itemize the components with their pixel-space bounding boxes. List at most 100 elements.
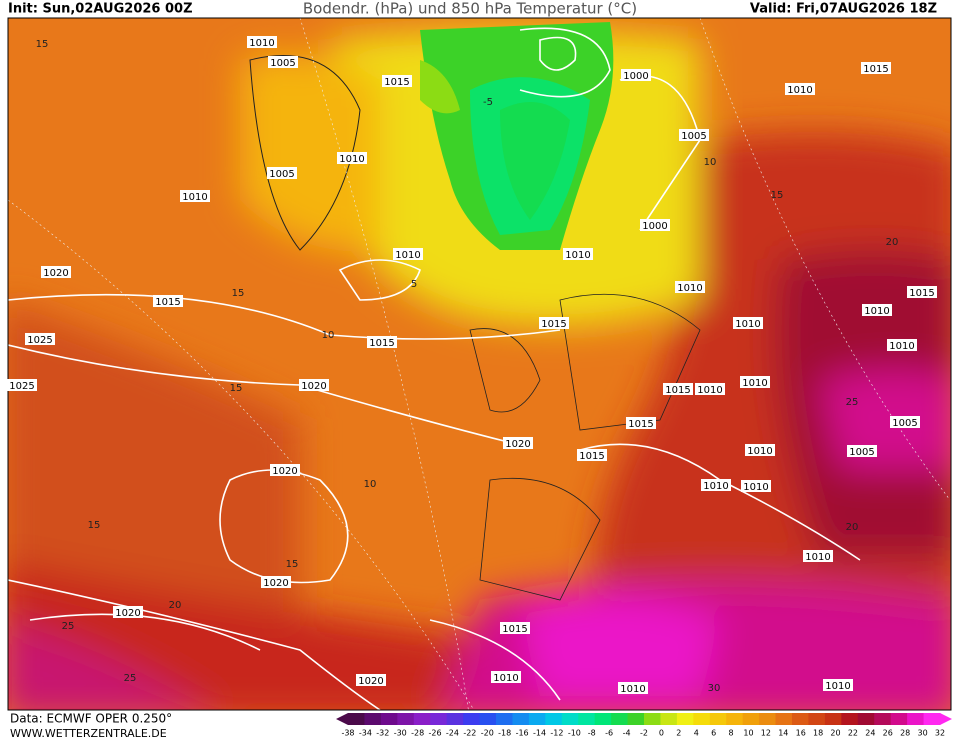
colorbar-label: -6 [605, 729, 613, 738]
isobar-label: 1015 [541, 319, 566, 330]
isobar-label-box [862, 304, 892, 316]
data-source: Data: ECMWF OPER 0.250° [10, 712, 172, 726]
colorbar-swatch [512, 713, 530, 725]
isobar-label-box [675, 281, 705, 293]
isobar-label: 1015 [628, 419, 653, 430]
isobar-label: 1010 [697, 385, 722, 396]
isobar-label: 1015 [502, 624, 527, 635]
temperature-label: 15 [232, 288, 245, 299]
temperature-label: 10 [364, 479, 377, 490]
colorbar-label: 20 [830, 729, 840, 738]
temperature-label: 15 [88, 520, 101, 531]
isobar-label: 1020 [115, 608, 140, 619]
colorbar-label: -4 [623, 729, 631, 738]
isobar-label: 1010 [249, 38, 274, 49]
temperature-label: 10 [322, 330, 335, 341]
isobar-label: 1010 [787, 85, 812, 96]
temperature-label: -5 [483, 97, 493, 108]
isobar-label-box [626, 417, 656, 429]
isobar-label-box [7, 379, 37, 391]
isobar-label: 1010 [182, 192, 207, 203]
isobar-label-box [299, 379, 329, 391]
colorbar-swatch [808, 713, 826, 725]
colorbar-label: 32 [935, 729, 945, 738]
colorbar-label: 10 [743, 729, 753, 738]
isobar-label-box [785, 83, 815, 95]
colorbar-swatch [742, 713, 760, 725]
isobar-label-box [663, 383, 693, 395]
init-time: Init: Sun,02AUG2026 00Z [8, 2, 193, 17]
isobar-label-box [907, 286, 937, 298]
isobar-label: 1015 [863, 64, 888, 75]
isobar-label: 1025 [27, 335, 52, 346]
isobar-label: 1010 [805, 552, 830, 563]
isobar-label: 1015 [369, 338, 394, 349]
isobar-label: 1020 [272, 466, 297, 477]
isobar-label-box [679, 129, 709, 141]
temperature-label: 20 [169, 600, 182, 611]
colorbar-label: -22 [463, 729, 476, 738]
temperature-label: 5 [411, 279, 417, 290]
colorbar-swatch [644, 713, 661, 725]
isobar-label-box [268, 56, 298, 68]
colorbar-label: -10 [568, 729, 581, 738]
colorbar-label: -34 [359, 729, 372, 738]
colorbar-label: -16 [516, 729, 529, 738]
isobar-label: 1010 [889, 341, 914, 352]
isobar-label-box [847, 445, 877, 457]
isobar-label: 1005 [849, 447, 874, 458]
isobar-label: 1005 [269, 169, 294, 180]
colorbar-swatch [397, 713, 415, 725]
isobar-label: 1015 [579, 451, 604, 462]
isobar-label-box [803, 550, 833, 562]
colorbar-swatch [479, 713, 497, 725]
isobar-label: 1000 [642, 221, 667, 232]
map-frame [7, 17, 952, 711]
isobar-label: 1020 [43, 268, 68, 279]
isobar-label-box [113, 606, 143, 618]
colorbar-swatch [759, 713, 777, 725]
temperature-label: 25 [124, 673, 137, 684]
isobar-label-box [180, 190, 210, 202]
colorbar-label: -26 [429, 729, 442, 738]
isobar-label: 1020 [263, 578, 288, 589]
isobar-label-box [823, 679, 853, 691]
temperature-label: 10 [704, 157, 717, 168]
isobar-label-box [887, 339, 917, 351]
colorbar-swatch [380, 713, 398, 725]
colorbar-label: 4 [694, 729, 699, 738]
isobar-label: 1010 [825, 681, 850, 692]
isobar-label-box [367, 336, 397, 348]
isobar-label-box [503, 437, 533, 449]
map-title: Bodendr. (hPa) und 850 hPa Temperatur (°… [303, 0, 637, 18]
isobar-label: 1020 [505, 439, 530, 450]
isobar-label-box [500, 622, 530, 634]
colorbar-label: 2 [676, 729, 681, 738]
temperature-label: 15 [36, 39, 49, 50]
isobar-label-box [539, 317, 569, 329]
colorbar-swatch [611, 713, 629, 725]
colorbar-swatch [709, 713, 727, 725]
isobar-label: 1010 [703, 481, 728, 492]
isobar-label-box [261, 576, 291, 588]
isobar-label: 1010 [565, 250, 590, 261]
isobar-label: 1020 [301, 381, 326, 392]
isobar-label-box [563, 248, 593, 260]
isobar-label-box [247, 36, 277, 48]
colorbar-swatch [578, 713, 596, 725]
colorbar-label: 18 [813, 729, 823, 738]
isobar-label-box [621, 69, 651, 81]
colorbar-swatch [545, 713, 563, 725]
colorbar-label: -20 [481, 729, 494, 738]
isobar-label: 1015 [909, 288, 934, 299]
colorbar-swatch [627, 713, 645, 725]
isobar-label-box [577, 449, 607, 461]
colorbar-swatch [594, 713, 612, 725]
colorbar-swatch [676, 713, 694, 725]
colorbar-label: 26 [883, 729, 893, 738]
colorbar-label: 6 [711, 729, 716, 738]
isobar-label: 1025 [9, 381, 34, 392]
isobar-label: 1010 [493, 673, 518, 684]
colorbar-label: -24 [446, 729, 459, 738]
colorbar-left-arrow [336, 713, 348, 725]
